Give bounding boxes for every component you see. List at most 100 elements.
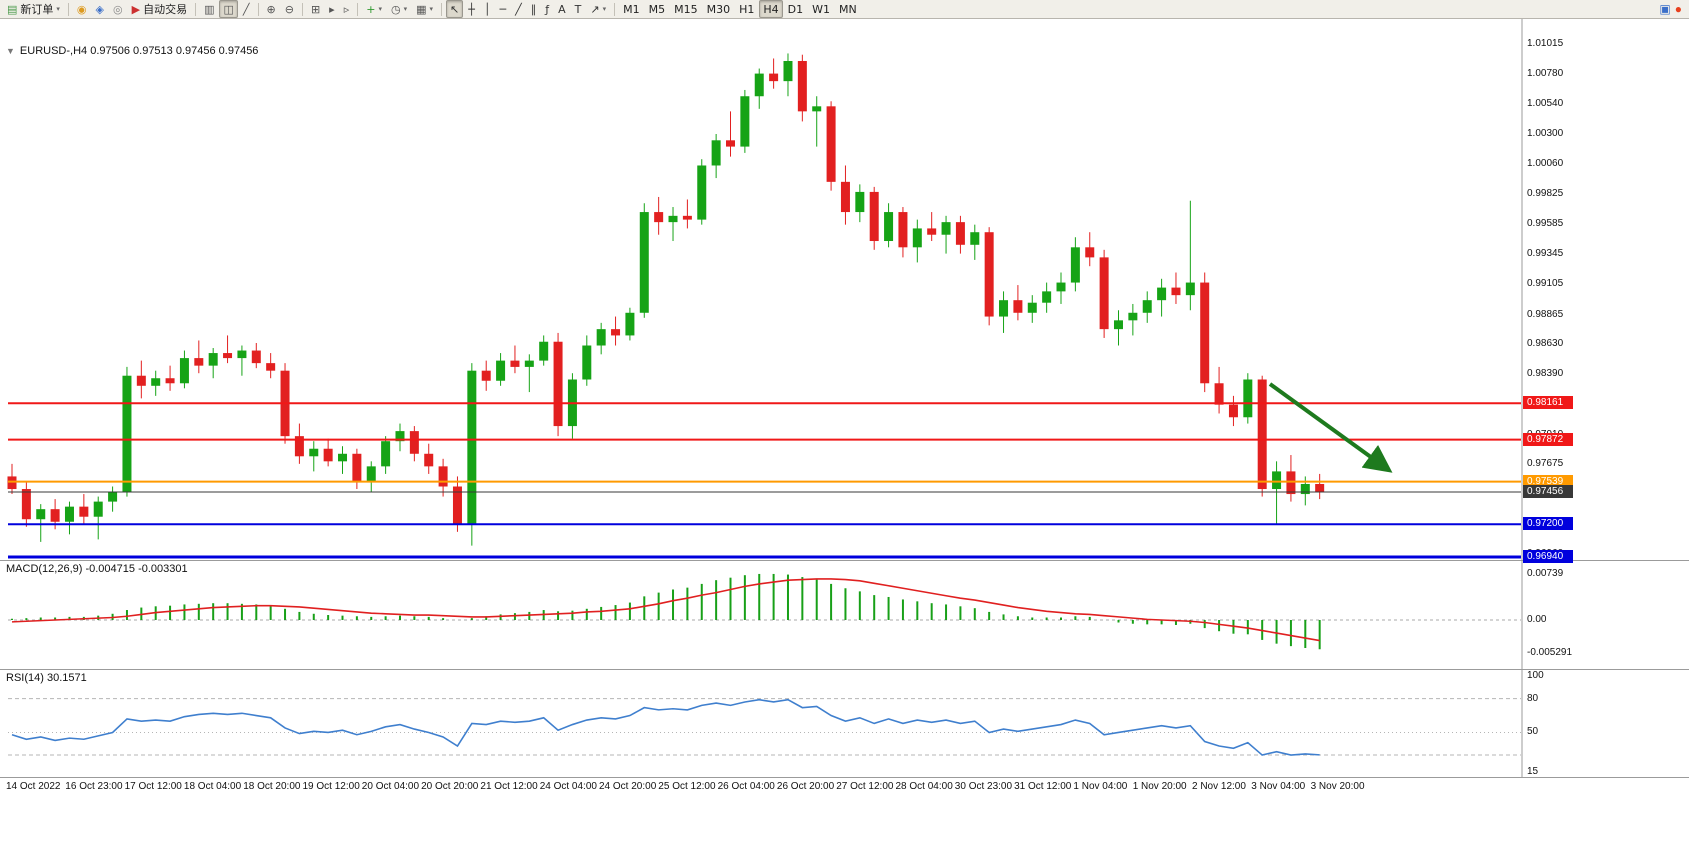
chat-icon-icon: ◈ — [95, 2, 104, 16]
crosshair-icon: ┼ — [468, 2, 475, 16]
chat-icon-button[interactable]: ◈ — [92, 0, 108, 18]
trend-arrow-annotation[interactable] — [1268, 382, 1393, 473]
arrows-button[interactable]: ↗ ▾ — [586, 0, 610, 18]
bar-chart-icon: ▥ — [204, 2, 215, 16]
symbol-info: ▼ EURUSD-,H4 0.97506 0.97513 0.97456 0.9… — [6, 45, 258, 57]
timeframe-m1-button[interactable]: M1 — [619, 0, 644, 18]
timeframe-m30-button[interactable]: M30 — [703, 0, 735, 18]
timeframe-m15-button[interactable]: M15 — [670, 0, 702, 18]
text-button[interactable]: A — [554, 0, 570, 18]
timeframe-m5-button-label: M5 — [648, 2, 666, 16]
timeframe-mn-button-label: MN — [839, 2, 857, 16]
new-order-button-label: 新订单 — [20, 3, 54, 16]
line-chart-button[interactable]: ╱ — [239, 0, 254, 18]
vertical-line-button[interactable]: │ — [480, 0, 495, 18]
timeframe-h1-button[interactable]: H1 — [735, 0, 758, 18]
timeframe-m5-button[interactable]: M5 — [645, 0, 670, 18]
timeframe-h4-button[interactable]: H4 — [759, 0, 783, 18]
templates-icon: ▦ — [416, 2, 427, 16]
rsi-label: RSI(14) 30.1571 — [6, 672, 87, 684]
trendline-button[interactable]: ╱ — [511, 0, 526, 18]
timeframe-mn-button[interactable]: MN — [835, 0, 861, 18]
bell-icon-button[interactable]: ◉ — [73, 0, 91, 18]
label-icon: T — [574, 2, 582, 16]
symbol-ohlc-text: EURUSD-,H4 0.97506 0.97513 0.97456 0.974… — [19, 45, 259, 57]
candlestick-series — [7, 53, 1325, 546]
autotrading-button[interactable]: ▶ 自动交易 — [128, 0, 191, 18]
bar-chart-button[interactable]: ▥ — [200, 0, 218, 18]
timeframe-m1-button-label: M1 — [623, 2, 640, 16]
tile-windows-button[interactable]: ⊞ — [307, 0, 324, 18]
macd-indicator — [8, 573, 1521, 650]
chart-shift-button[interactable]: ▹ — [340, 0, 354, 18]
autotrading-icon: ▶ — [131, 2, 141, 16]
signals-icon-button[interactable]: ◎ — [109, 0, 127, 18]
timeframe-d1-button[interactable]: D1 — [784, 0, 807, 18]
indicators-button[interactable]: + ▾ — [362, 0, 386, 18]
horizontal-line-objects[interactable] — [8, 402, 1521, 559]
crosshair-button[interactable]: ┼ — [464, 0, 479, 18]
candlestick-chart-button[interactable]: ◫ — [219, 0, 238, 18]
channel-icon: ∥ — [530, 2, 537, 16]
autotrading-button-label: 自动交易 — [143, 3, 188, 16]
toolbar-separator — [257, 2, 259, 16]
chevron-down-icon: ▾ — [378, 5, 382, 13]
chevron-down-icon: ▾ — [403, 5, 408, 13]
macd-label: MACD(12,26,9) -0.004715 -0.003301 — [6, 563, 188, 575]
signals-icon-icon: ◎ — [113, 2, 123, 16]
templates-button[interactable]: ▦ ▾ — [412, 0, 437, 18]
zoom-out-icon: ⊖ — [284, 2, 294, 16]
trendline-icon: ╱ — [515, 2, 522, 16]
new-order-icon: ▤ — [7, 2, 18, 16]
toolbar-separator — [301, 2, 303, 16]
zoom-out-button[interactable]: ⊖ — [281, 0, 298, 18]
periods-button[interactable]: ◷ ▾ — [387, 0, 411, 18]
timeframe-h4-button-label: H4 — [763, 2, 779, 16]
toolbar-separator — [195, 2, 197, 16]
zoom-in-icon: ⊕ — [266, 2, 276, 16]
horizontal-line-button[interactable]: ─ — [495, 0, 510, 18]
macd-signal-line — [11, 578, 1320, 642]
timeframe-m30-button-label: M30 — [706, 2, 731, 16]
arrows-icon: ↗ — [590, 2, 600, 16]
toolbar-separator — [67, 2, 69, 16]
one-click-collapse-icon[interactable]: ▼ — [6, 46, 15, 56]
chevron-down-icon: ▾ — [429, 5, 434, 13]
timeframe-w1-button-label: W1 — [812, 2, 831, 16]
toolbar-right-icons: ▣ ● — [1659, 3, 1686, 15]
toolbar-separator — [614, 2, 616, 16]
auto-scroll-button[interactable]: ▸ — [325, 0, 339, 18]
new-order-button[interactable]: ▤ 新订单 ▾ — [3, 0, 64, 18]
candlestick-chart-icon: ◫ — [223, 2, 234, 16]
indicators-icon: + — [366, 2, 376, 16]
fibonacci-button[interactable]: ƒ — [541, 0, 553, 18]
toolbar-separator — [357, 2, 359, 16]
chevron-down-icon: ▾ — [56, 5, 60, 13]
cursor-button[interactable]: ↖ — [446, 0, 464, 18]
panel-borders — [0, 19, 1689, 778]
chevron-down-icon: ▾ — [602, 5, 607, 13]
bell-icon-icon: ◉ — [76, 2, 87, 16]
rsi-indicator — [8, 698, 1521, 756]
horizontal-line-icon: ─ — [499, 2, 507, 16]
line-chart-icon: ╱ — [242, 2, 250, 16]
notification-icon[interactable]: ▣ — [1659, 2, 1671, 16]
chart-area[interactable]: 1.01015 1.00780 1.00540 1.00300 1.00060 0.998… — [0, 19, 1689, 859]
text-icon: A — [558, 2, 566, 16]
timeframe-h1-button-label: H1 — [739, 2, 755, 16]
timeframe-d1-button-label: D1 — [787, 2, 804, 16]
chart-shift-icon: ▹ — [343, 2, 350, 16]
alert-icon[interactable]: ● — [1674, 2, 1682, 16]
fibonacci-icon: ƒ — [545, 2, 550, 16]
cursor-icon: ↖ — [450, 2, 460, 16]
toolbar: ▤ 新订单 ▾ ◉ ◈ ◎ ▶ 自动交易 ▥ ◫ ╱ ⊕ ⊖ ⊞ ▸ ▹ + ▾ ◷ ▾ ▦ ▾ ↖ ┼ │ ─ ╱ ∥ ƒ A T ↗ ▾ M1… — [0, 0, 1689, 19]
zoom-in-button[interactable]: ⊕ — [263, 0, 280, 18]
auto-scroll-icon: ▸ — [329, 2, 335, 16]
label-button[interactable]: T — [571, 0, 586, 18]
timeframe-w1-button[interactable]: W1 — [808, 0, 834, 18]
toolbar-separator — [441, 2, 443, 16]
channel-button[interactable]: ∥ — [527, 0, 541, 18]
tile-windows-icon: ⊞ — [310, 2, 321, 16]
